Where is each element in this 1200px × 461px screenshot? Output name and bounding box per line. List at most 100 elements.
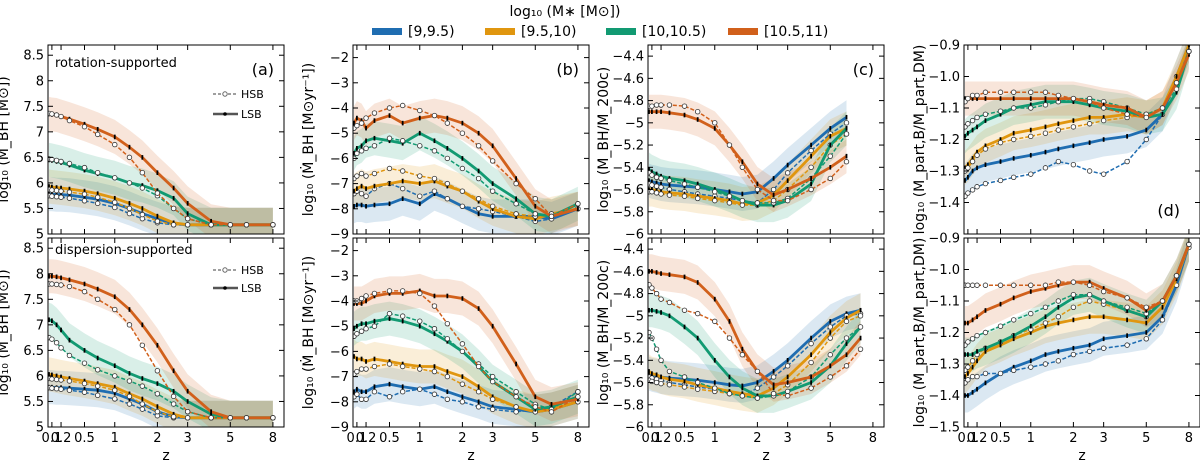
- point-b-top-7-12: [489, 158, 496, 164]
- band-d-top-0: [965, 45, 1189, 198]
- point-c-bottom-2-11: [772, 385, 775, 391]
- ytick-label-b-bottom-1: −8: [330, 395, 349, 410]
- point-d-bottom-7-11: [1086, 282, 1093, 288]
- band-d-bottom-6: [965, 238, 1189, 341]
- band-c-bottom-2: [649, 293, 861, 413]
- point-c-bottom-6-7: [713, 296, 716, 302]
- point-b-top-3-6: [399, 168, 406, 174]
- point-c-top-3-13: [808, 164, 814, 170]
- point-a-bottom-2-10: [156, 404, 159, 409]
- point-c-top-6-3: [660, 109, 662, 115]
- point-b-bottom-3-2: [358, 366, 365, 372]
- point-c-bottom-0-11: [772, 369, 775, 374]
- point-b-top-1-11: [475, 206, 482, 212]
- point-d-top-7-2: [969, 92, 976, 99]
- ytick-label-b-top-3: −6: [330, 152, 349, 167]
- point-d-top-5-5: [997, 108, 1004, 114]
- point-a-bottom-0-7: [113, 390, 116, 396]
- point-a-bottom-0-6: [96, 387, 99, 393]
- point-c-bottom-4-9: [741, 385, 744, 391]
- point-c-top-7-10: [754, 186, 761, 193]
- point-b-bottom-1-12: [489, 406, 496, 413]
- style-legend-lsb-top: LSB: [241, 108, 262, 121]
- point-b-top-6-16: [577, 206, 579, 212]
- point-b-bottom-7-9: [444, 320, 451, 327]
- point-d-bottom-1-5: [997, 370, 1004, 377]
- point-b-bottom-7-14: [532, 404, 538, 410]
- point-b-bottom-6-12: [491, 323, 494, 329]
- point-a-bottom-6-8: [128, 307, 131, 312]
- point-d-bottom-3-9: [1055, 314, 1062, 320]
- point-d-top-6-0: [964, 96, 966, 101]
- point-a-bottom-2-2: [55, 373, 58, 379]
- point-c-top-6-9: [741, 159, 744, 165]
- ytick-label-b-bottom-5: −4: [330, 295, 349, 310]
- point-a-bottom-6-1: [50, 274, 53, 279]
- point-a-top-6-11: [172, 185, 175, 191]
- point-b-top-7-1: [354, 122, 360, 129]
- point-b-top-6-14: [534, 203, 537, 209]
- point-a-top-7-16: [270, 222, 276, 228]
- point-c-top-1-13: [808, 147, 814, 154]
- point-a-bottom-5-10: [154, 391, 161, 397]
- band-a-bottom-4: [49, 302, 273, 427]
- point-d-bottom-2-10: [1072, 317, 1075, 323]
- point-d-bottom-6-9: [1057, 282, 1060, 288]
- point-c-top-7-2: [653, 102, 660, 108]
- point-b-top-3-9: [444, 180, 451, 187]
- point-b-top-0-1: [355, 202, 358, 208]
- xtick-label-c-bottom-2: 0.5: [674, 431, 695, 446]
- point-b-bottom-6-8: [433, 293, 436, 299]
- point-a-bottom-4-8: [128, 371, 131, 376]
- point-d-bottom-0-4: [984, 380, 987, 386]
- point-d-bottom-1-11: [1086, 348, 1093, 355]
- xtick-label-d-bottom-7: 8: [1185, 431, 1193, 446]
- point-b-bottom-0-11: [477, 399, 480, 405]
- point-c-top-4-0: [648, 167, 650, 172]
- point-d-bottom-0-7: [1029, 358, 1032, 364]
- point-d-top-7-9: [1055, 92, 1062, 99]
- style-legend-top: HSB LSB: [213, 88, 264, 121]
- ytick-label-d-top-1: −1.3: [928, 165, 960, 180]
- point-b-top-0-11: [477, 211, 480, 217]
- point-b-bottom-5-13: [513, 389, 519, 395]
- point-b-bottom-2-11: [477, 384, 480, 389]
- point-d-top-0-3: [976, 165, 978, 171]
- point-c-bottom-2-1: [650, 371, 653, 376]
- point-d-top-3-5: [997, 139, 1004, 146]
- point-c-top-7-4: [666, 102, 673, 108]
- point-c-bottom-6-5: [683, 274, 686, 280]
- point-d-top-0-8: [1044, 149, 1047, 155]
- point-c-bottom-4-4: [668, 313, 671, 319]
- point-d-top-6-12: [1102, 102, 1105, 108]
- point-b-bottom-0-2: [360, 389, 363, 395]
- point-b-top-0-5: [388, 201, 391, 207]
- legend-title: log₁₀ (M∗ [M⊙]): [510, 4, 621, 20]
- point-a-bottom-3-2: [53, 376, 60, 383]
- point-c-top-4-5: [683, 178, 686, 183]
- legend-swatch-0: [372, 28, 402, 35]
- point-a-top-2-6: [96, 191, 99, 196]
- point-d-top-3-7: [1028, 133, 1034, 140]
- point-b-top-1-7: [417, 193, 423, 199]
- point-c-bottom-5-12: [784, 388, 791, 395]
- point-d-bottom-4-4: [984, 345, 987, 351]
- band-b-top-6: [354, 98, 578, 234]
- band-b-bottom-6: [354, 273, 578, 422]
- point-c-bottom-7-1: [649, 285, 655, 291]
- point-a-top-7-10: [154, 190, 161, 196]
- point-b-top-5-4: [371, 143, 378, 149]
- point-d-bottom-4-5: [999, 339, 1002, 345]
- point-d-bottom-3-8: [1042, 320, 1049, 326]
- ytick-label-c-top-0: −6: [625, 228, 644, 243]
- point-a-top-7-4: [66, 117, 73, 124]
- xtick-label-d-bottom-2: 0.5: [990, 431, 1011, 446]
- point-c-top-4-2: [655, 171, 658, 177]
- point-a-bottom-4-13: [210, 411, 213, 417]
- point-b-bottom-7-7: [417, 290, 423, 297]
- point-b-top-3-3: [363, 173, 369, 179]
- point-b-top-4-3: [365, 138, 367, 144]
- point-a-top-1-8: [126, 210, 133, 217]
- point-b-top-1-6: [399, 185, 406, 192]
